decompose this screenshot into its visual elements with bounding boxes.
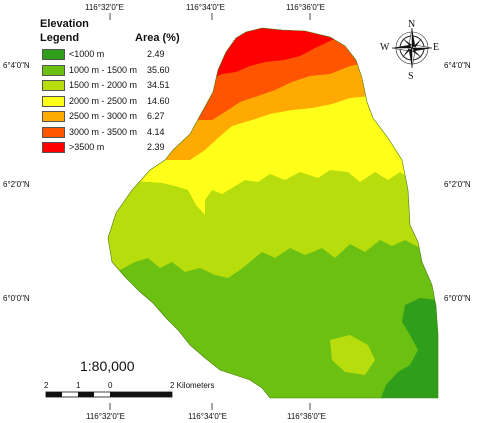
basin-outline — [107, 27, 439, 399]
top-longitude-label: 116°36'0"E — [286, 3, 326, 12]
scale-bar-tick-label: 0 — [108, 381, 113, 390]
right-latitude-label: 6°0'0"N — [444, 294, 471, 303]
legend-class-label: 3000 m - 3500 m — [69, 126, 138, 137]
bottom-longitude-label: 116°36'0"E — [287, 412, 327, 421]
legend-class-label: >3500 m — [69, 142, 105, 152]
legend-area-value: 2.39 — [147, 142, 165, 152]
bottom-longitude-label: 116°34'0"E — [188, 412, 228, 421]
left-latitude-label: 6°4'0"N — [3, 61, 30, 70]
legend-area-value: 6.27 — [147, 111, 165, 121]
top-longitude-label: 116°34'0"E — [186, 3, 226, 12]
legend-area-value: 2.49 — [147, 49, 165, 59]
compass-west-label: W — [380, 42, 390, 53]
scale-bar-tick-label: 1 — [76, 381, 81, 390]
legend-swatch — [42, 111, 65, 122]
bottom-longitude-label: 116°32'0"E — [86, 412, 126, 421]
legend-swatch — [42, 49, 65, 60]
legend-area-value: 35.60 — [147, 64, 170, 75]
legend-area-value: 14.60 — [147, 95, 170, 106]
legend-class-label: 2000 m - 2500 m — [69, 95, 138, 106]
right-latitude-label: 6°4'0"N — [444, 61, 471, 70]
legend-class-label: 1500 m - 2000 m — [69, 80, 138, 90]
compass-south-label: S — [408, 71, 414, 82]
scale-ratio: 1:80,000 — [80, 358, 135, 374]
scale-bar — [45, 391, 173, 398]
map-title: Elevation — [40, 18, 89, 30]
legend-class-label: <1000 m — [69, 49, 105, 59]
legend-swatch — [42, 95, 65, 107]
left-latitude-label: 6°2'0"N — [3, 180, 30, 189]
left-latitude-label: 6°0'0"N — [3, 294, 30, 303]
scale-bar-tick-label: 2 — [44, 381, 49, 390]
elevation-zones — [108, 28, 438, 398]
legend-class-label: 2500 m - 3000 m — [69, 111, 138, 121]
legend-title: Legend — [40, 32, 80, 44]
legend-area-value: 4.14 — [147, 126, 165, 137]
top-longitude-label: 116°32'0"E — [85, 3, 125, 12]
zone-1500-2000-patch — [330, 335, 375, 375]
scale-bar-tick-label: 2 Kilometers — [170, 381, 215, 390]
legend-class-label: 1000 m - 1500 m — [69, 64, 138, 75]
legend-swatch — [42, 126, 65, 138]
legend-area-value: 34.51 — [147, 80, 170, 90]
compass-north-label: N — [408, 19, 416, 30]
zone-below-1000 — [380, 298, 438, 398]
legend-swatch — [42, 142, 65, 153]
compass-rose — [391, 27, 433, 69]
right-latitude-label: 6°2'0"N — [444, 180, 471, 189]
compass-east-label: E — [433, 42, 440, 53]
area-header: Area (%) — [135, 32, 180, 44]
legend-swatch — [42, 64, 65, 76]
graticule-ticks — [109, 13, 311, 410]
legend-swatch — [42, 80, 65, 91]
